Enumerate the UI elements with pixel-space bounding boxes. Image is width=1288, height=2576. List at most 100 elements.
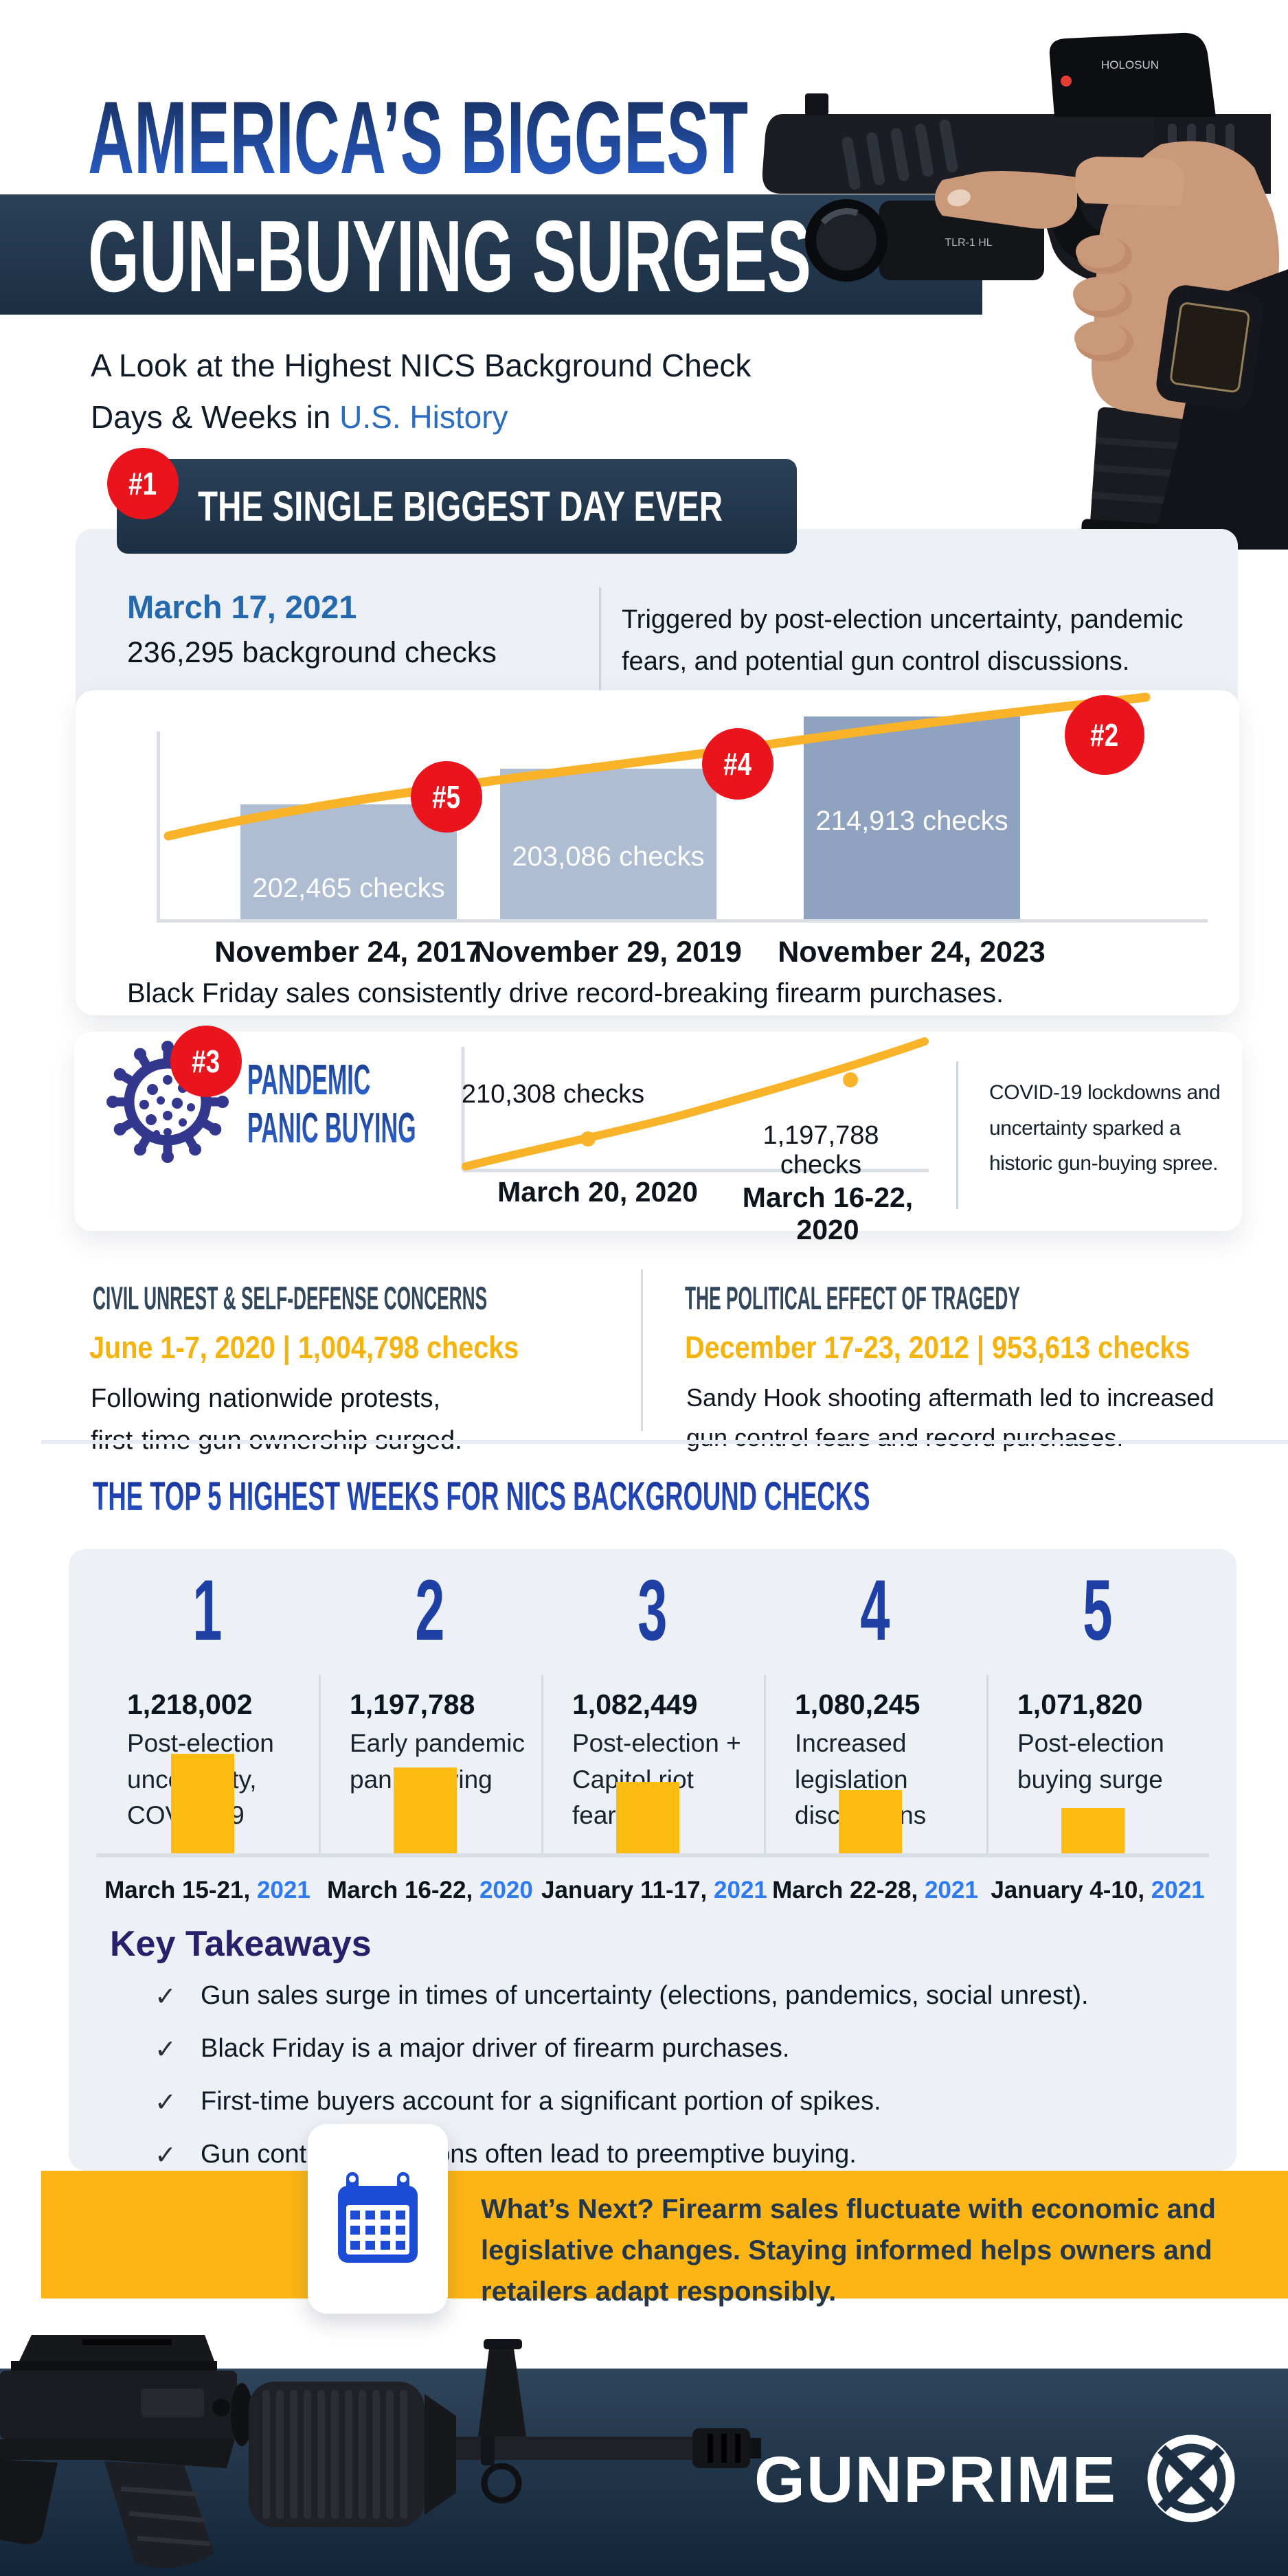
- bf-bar-2019: 203,086 checks: [500, 769, 716, 919]
- badge-rank-3: #3: [170, 1026, 242, 1097]
- pandemic-point2-label: 1,197,788 checks: [721, 1121, 920, 1180]
- top5-rank-3: 3: [541, 1568, 764, 1653]
- pandemic-date1: March 20, 2020: [481, 1176, 714, 1208]
- top5-value-4: 1,080,245: [795, 1688, 920, 1720]
- badge-2-label: #2: [1090, 717, 1119, 753]
- pandemic-date2-text: March 16-22, 2020: [742, 1182, 914, 1245]
- pandemic-line-chart: [461, 1037, 929, 1173]
- top5-divider-3: [764, 1675, 766, 1855]
- rank-3-text: 3: [637, 1563, 668, 1658]
- subtitle-line1: A Look at the Highest NICS Background Ch…: [91, 347, 751, 384]
- pandemic-card: [74, 1032, 1242, 1231]
- badge-1-label: #1: [128, 466, 157, 501]
- bf-caption-text: Black Friday sales consistently drive re…: [127, 978, 1004, 1008]
- top5-year-3: 2021: [714, 1877, 767, 1903]
- bf-date-2017: November 24, 2017: [214, 936, 482, 969]
- title-text-1: AMERICA’S BIGGEST: [88, 80, 749, 195]
- page-title-line2: GUN-BUYING SURGES: [88, 206, 1201, 308]
- bf-x-axis: [157, 919, 1208, 923]
- biggest-day-date: March 17, 2021: [127, 588, 357, 626]
- top5-value-3: 1,082,449: [572, 1688, 698, 1720]
- event-right-stat: December 17-23, 2012 | 953,613 checks: [685, 1330, 1259, 1366]
- pandemic-description-text: COVID-19 lockdowns and uncertainty spark…: [989, 1081, 1221, 1175]
- bf-bar-2019-value: 203,086 checks: [512, 841, 705, 872]
- whats-next-banner: [41, 2171, 1288, 2298]
- top5-date-5: January 4-10, 2021: [986, 1877, 1209, 1904]
- events-divider: [641, 1269, 643, 1431]
- top5-desc-4: Increased legislation discussions: [795, 1729, 926, 1829]
- pandemic-title-1: PANDEMIC: [247, 1057, 371, 1104]
- top5-date-4-text: March 22-28,: [772, 1877, 918, 1903]
- pistol-photo: HOLOSUN TLR-1 HL: [762, 32, 1288, 550]
- badge-5-label: #5: [432, 779, 461, 815]
- top5-date-1: March 15-21, 2021: [96, 1877, 319, 1904]
- event-right-description-text: Sandy Hook shooting aftermath led to inc…: [686, 1383, 1214, 1451]
- top5-divider-1: [319, 1675, 321, 1855]
- top5-year-5: 2021: [1151, 1877, 1205, 1903]
- biggest-day-description-text: Triggered by post-election uncertainty, …: [622, 605, 1184, 676]
- whats-next-text: What’s Next? Firearm sales fluctuate wit…: [481, 2189, 1271, 2312]
- event-right-stat-text: December 17-23, 2012 | 953,613 checks: [685, 1330, 1190, 1365]
- bf-date-2023: November 24, 2023: [778, 936, 1046, 969]
- rank-2-text: 2: [415, 1563, 445, 1658]
- whats-next-text-content: What’s Next? Firearm sales fluctuate wit…: [481, 2194, 1216, 2307]
- badge-3-label: #3: [192, 1043, 221, 1079]
- rank-4-text: 4: [860, 1563, 890, 1658]
- top5-desc-5: Post-election buying surge: [1017, 1729, 1164, 1794]
- top5-baseline: [96, 1853, 1209, 1857]
- calendar-icon: [338, 2172, 418, 2263]
- bf-bar-2017-value: 202,465 checks: [252, 873, 445, 903]
- bf-bar-2023-value: 214,913 checks: [815, 806, 1008, 836]
- event-left-description: Following nationwide protests, first-tim…: [91, 1378, 475, 1462]
- title-text-2: GUN-BUYING SURGES: [88, 200, 811, 313]
- event-left-description-text: Following nationwide protests, first-tim…: [91, 1384, 462, 1455]
- optic-brand-label: HOLOSUN: [1101, 58, 1159, 71]
- biggest-day-description: Triggered by post-election uncertainty, …: [622, 599, 1219, 683]
- top5-date-4: March 22-28, 2021: [764, 1877, 986, 1904]
- badge-rank-5: #5: [411, 761, 482, 833]
- top5-date-2: March 16-22, 2020: [319, 1877, 541, 1904]
- top5-title-text: THE TOP 5 HIGHEST WEEKS FOR NICS BACKGRO…: [93, 1474, 870, 1519]
- check-icon-3: ✓: [155, 2088, 177, 2117]
- event-left-stat-text: June 1-7, 2020 | 1,004,798 checks: [89, 1330, 519, 1365]
- subtitle-highlight: U.S. History: [339, 399, 508, 435]
- top5-divider-4: [986, 1675, 988, 1855]
- badge-rank-1: #1: [107, 448, 179, 519]
- top5-bar-3: [616, 1782, 679, 1853]
- pandemic-date1-text: March 20, 2020: [497, 1176, 698, 1208]
- badge-4-label: #4: [723, 746, 752, 782]
- top5-divider-2: [541, 1675, 543, 1855]
- top5-rank-1: 1: [96, 1568, 319, 1653]
- check-icon-4: ✓: [155, 2141, 177, 2170]
- footer-brand-emblem-icon: [1147, 2434, 1235, 2522]
- top5-bar-4: [839, 1790, 902, 1853]
- front-sight-icon: [805, 93, 828, 115]
- top5-date-3: January 11-17, 2021: [541, 1877, 767, 1904]
- bf-date-2019: November 29, 2019: [474, 936, 742, 969]
- rank-1-text: 1: [192, 1563, 223, 1658]
- event-right-description: Sandy Hook shooting aftermath led to inc…: [686, 1378, 1222, 1457]
- takeaway-item-3: First-time buyers account for a signific…: [201, 2087, 881, 2116]
- bf-y-axis: [157, 732, 160, 923]
- badge-rank-4: #4: [702, 728, 773, 800]
- takeaways-title-text: Key Takeaways: [110, 1924, 372, 1964]
- pandemic-point2-text: 1,197,788 checks: [762, 1121, 879, 1179]
- takeaway-item-1: Gun sales surge in times of uncertainty …: [201, 1981, 1089, 2010]
- top5-date-3-text: January 11-17,: [541, 1877, 708, 1903]
- top5-bar-1: [171, 1754, 234, 1853]
- bf-bar-2023: 214,913 checks: [804, 716, 1020, 919]
- biggest-day-heading: THE SINGLE BIGGEST DAY EVER: [198, 483, 723, 530]
- footer-brand-text: GUNPRIME: [754, 2443, 1117, 2516]
- event-right-heading-text: THE POLITICAL EFFECT OF TRAGEDY: [685, 1280, 1020, 1316]
- takeaways-title: Key Takeaways: [110, 1923, 372, 1965]
- biggest-day-divider: [599, 587, 601, 697]
- bf-caption: Black Friday sales consistently drive re…: [127, 978, 1004, 1009]
- red-dot-optic-icon: [1049, 32, 1216, 117]
- badge-rank-2: #2: [1065, 695, 1144, 775]
- top5-card: [69, 1549, 1236, 2171]
- event-left-heading-text: CIVIL UNREST & SELF-DEFENSE CONCERNS: [93, 1280, 488, 1316]
- biggest-day-stat: 236,295 background checks: [127, 636, 497, 670]
- pandemic-title-line1: PANDEMIC: [247, 1059, 471, 1102]
- top5-year-4: 2021: [924, 1877, 978, 1903]
